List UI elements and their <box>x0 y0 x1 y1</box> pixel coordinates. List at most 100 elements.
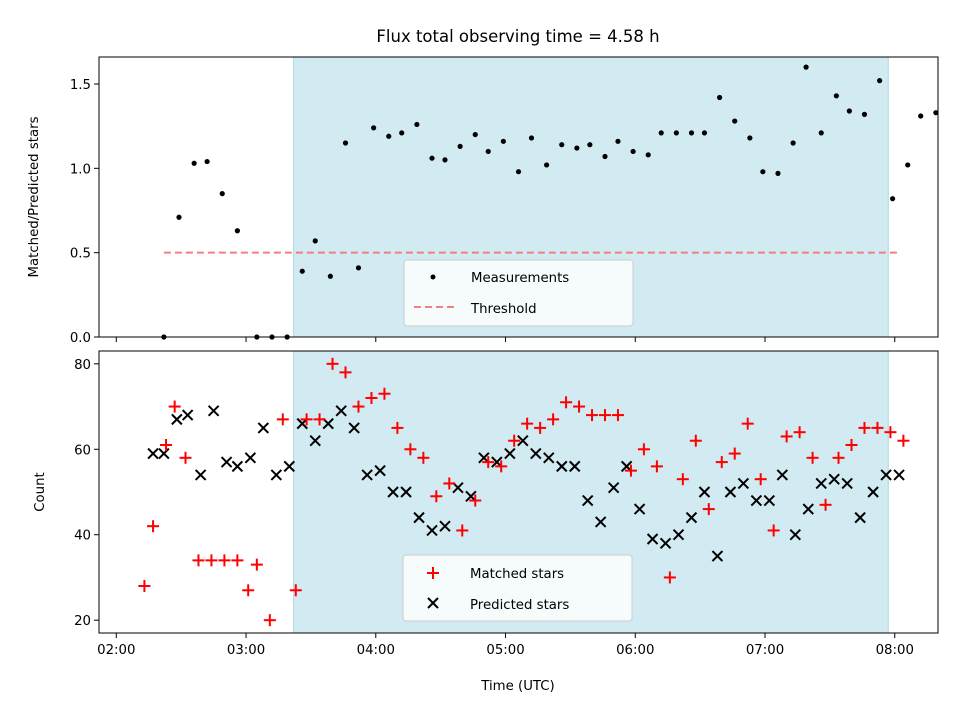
matched-point <box>650 460 663 473</box>
measurement-point <box>587 142 593 148</box>
measurement-point <box>658 130 664 136</box>
matched-point <box>168 400 181 413</box>
predicted-point <box>698 486 711 498</box>
matched-point <box>160 439 173 451</box>
predicted-point <box>841 477 853 490</box>
top-y-ticks: 0.0 0.5 1.0 1.5 <box>70 78 99 346</box>
matched-point <box>728 447 741 460</box>
measurement-point <box>327 273 333 279</box>
measurement-point <box>219 191 225 197</box>
legend-matched-label: Matched stars <box>470 567 564 582</box>
legend-threshold-label: Threshold <box>470 302 537 317</box>
measurement-point <box>717 94 723 101</box>
legend-measurements-label: Measurements <box>471 271 569 286</box>
measurement-point <box>775 170 781 176</box>
y-tick-label: 80 <box>74 358 91 373</box>
predicted-point <box>594 516 607 528</box>
predicted-point <box>737 477 750 490</box>
measurement-point <box>918 113 924 119</box>
measurement-point <box>615 138 621 144</box>
predicted-point <box>789 529 801 541</box>
predicted-point <box>711 550 724 562</box>
predicted-point <box>530 447 542 460</box>
matched-point <box>586 409 599 422</box>
chart-title: Flux total observing time = 4.58 h <box>376 27 659 46</box>
predicted-point <box>220 456 233 468</box>
matched-point <box>780 430 793 443</box>
measurement-point <box>342 140 349 146</box>
predicted-point <box>257 422 270 434</box>
matched-point <box>456 524 469 537</box>
predicted-point <box>181 409 194 421</box>
y-tick-label: 1.0 <box>70 162 91 177</box>
measurement-point <box>386 133 392 139</box>
matched-point <box>508 434 521 447</box>
measurement-point <box>732 118 738 124</box>
measurement-point <box>933 110 939 116</box>
matched-point <box>702 503 715 516</box>
predicted-point <box>426 524 438 537</box>
x-tick-label: 02:00 <box>97 643 135 658</box>
top-legend-box <box>403 259 634 327</box>
y-tick-label: 60 <box>74 443 91 458</box>
matched-point <box>313 413 326 426</box>
measurement-point <box>457 143 463 149</box>
matched-point <box>806 451 819 464</box>
predicted-point <box>361 469 373 481</box>
bottom-x-ticks: 02:00 03:00 04:00 05:00 06:00 07:00 08:00 <box>97 633 914 658</box>
legend-matched-marker <box>427 567 439 579</box>
predicted-point <box>517 435 529 447</box>
matched-point <box>147 520 160 533</box>
predicted-point <box>659 537 672 549</box>
top-legend: Measurements Threshold <box>403 259 634 327</box>
predicted-point <box>633 503 646 515</box>
matched-point <box>365 392 378 404</box>
measurement-point <box>485 148 491 155</box>
top-marks <box>161 64 939 340</box>
bottom-y-ticks: 20 40 60 80 <box>74 358 99 629</box>
x-tick-label: 04:00 <box>357 643 395 658</box>
predicted-point <box>171 413 183 426</box>
matched-point <box>231 554 244 567</box>
matched-point <box>138 580 151 592</box>
matched-point <box>793 426 806 439</box>
x-tick-label: 07:00 <box>746 643 784 658</box>
matched-point <box>443 477 456 490</box>
matched-point <box>482 456 495 469</box>
legend-predicted-marker <box>427 597 439 609</box>
matched-point <box>897 434 910 447</box>
top-axes-frame <box>98 56 939 338</box>
measurement-point <box>760 169 766 175</box>
measurement-point <box>515 169 522 175</box>
predicted-point <box>828 473 840 485</box>
measurement-point <box>846 108 852 114</box>
legend-predicted-label: Predicted stars <box>470 598 569 613</box>
matched-point <box>547 413 560 426</box>
predicted-point <box>802 503 814 515</box>
matched-point <box>469 494 482 507</box>
predicted-point <box>270 469 283 481</box>
measurement-point <box>544 162 550 168</box>
matched-point <box>326 357 339 370</box>
measurement-point <box>414 121 420 128</box>
bottom-legend: Matched stars Predicted stars <box>402 554 633 622</box>
matched-point <box>624 464 637 477</box>
measurement-point <box>905 162 911 168</box>
bottom-axes-frame <box>98 350 939 634</box>
matched-point <box>534 421 547 434</box>
predicted-point <box>854 511 866 524</box>
measurement-point <box>701 130 708 136</box>
predicted-point <box>543 452 555 464</box>
measurement-point <box>559 142 565 148</box>
matched-point <box>495 460 508 473</box>
measurement-point <box>355 265 362 271</box>
predicted-point <box>231 460 244 473</box>
bottom-y-axis-label: Count <box>33 472 48 512</box>
legend-measurements-marker <box>430 274 436 280</box>
matched-point <box>884 426 897 439</box>
predicted-point <box>283 460 295 473</box>
top-x-ticks <box>115 337 896 342</box>
predicted-point <box>207 405 220 417</box>
measurement-point <box>861 111 868 117</box>
